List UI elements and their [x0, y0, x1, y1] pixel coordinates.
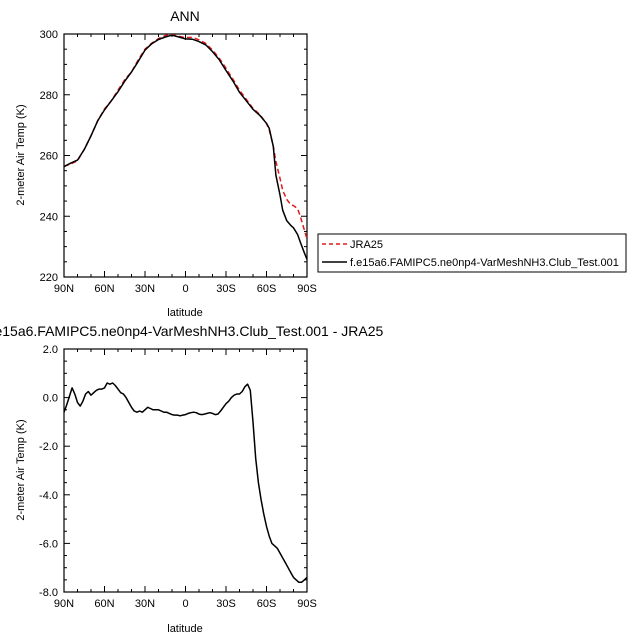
bottom-x-tick-label: 60S [257, 598, 277, 610]
bottom-y-tick-label: -8.0 [39, 587, 58, 599]
bottom-series [63, 382, 308, 584]
bottom-panel: f.e15a6.FAMIPC5.ne0np4-VarMeshNH3.Club_T… [0, 323, 384, 635]
bottom-y-tick-label: 0.0 [43, 393, 58, 405]
bottom-x-tick-label: 30S [216, 598, 236, 610]
bottom-x-tick-label: 90S [297, 598, 317, 610]
top-x-axis-label: latitude [167, 307, 202, 319]
top-y-tick-label: 220 [40, 272, 58, 284]
bottom-y-axis-label: 2-meter Air Temp (K) [15, 419, 27, 520]
top-plot-frame [63, 33, 308, 278]
bottom-x-tick-label: 30N [135, 598, 155, 610]
bottom-series-line-0 [63, 382, 308, 584]
top-y-tick-label: 280 [40, 90, 58, 102]
legend-label-model: f.e15a6.FAMIPC5.ne0np4-VarMeshNH3.Club_T… [350, 257, 619, 269]
bottom-x-tick-label: 0 [182, 598, 188, 610]
bottom-plot-frame [63, 348, 308, 593]
legend: JRA25 f.e15a6.FAMIPC5.ne0np4-VarMeshNH3.… [317, 233, 627, 273]
top-series [63, 33, 308, 260]
top-panel: ANN 90N 60N 30N 0 30S 60S 90S 220 240 260 280 300 l… [15, 8, 317, 319]
bottom-y-tick-label: -2.0 [39, 441, 58, 453]
bottom-ticks: 90N 60N 30N 0 30S 60S 90S -8.0 -6.0 -4.0 -2.0 0.0 2.… [39, 344, 317, 610]
bottom-x-axis-label: latitude [167, 623, 202, 635]
top-y-tick-label: 260 [40, 151, 58, 163]
bottom-y-tick-label: -4.0 [39, 490, 58, 502]
top-x-tick-label: 60S [257, 283, 277, 295]
top-y-tick-label: 300 [40, 29, 58, 41]
bottom-y-tick-label: 2.0 [43, 344, 58, 356]
top-chart-title: ANN [170, 8, 200, 24]
bottom-x-tick-label: 90N [54, 598, 74, 610]
top-series-line-1 [63, 34, 308, 260]
bottom-chart-title: f.e15a6.FAMIPC5.ne0np4-VarMeshNH3.Club_T… [0, 323, 384, 339]
legend-box [317, 233, 627, 273]
bottom-y-tick-label: -6.0 [39, 538, 58, 550]
top-x-tick-label: 0 [182, 283, 188, 295]
top-x-tick-label: 30N [135, 283, 155, 295]
top-x-tick-label: 90S [297, 283, 317, 295]
legend-label-jra25: JRA25 [350, 239, 383, 251]
top-x-tick-label: 90N [54, 283, 74, 295]
top-ticks: 90N 60N 30N 0 30S 60S 90S 220 240 260 280 300 [40, 29, 317, 295]
bottom-x-tick-label: 60N [94, 598, 114, 610]
top-x-tick-label: 60N [94, 283, 114, 295]
top-y-tick-label: 240 [40, 211, 58, 223]
top-x-tick-label: 30S [216, 283, 236, 295]
top-y-axis-label: 2-meter Air Temp (K) [15, 104, 27, 205]
